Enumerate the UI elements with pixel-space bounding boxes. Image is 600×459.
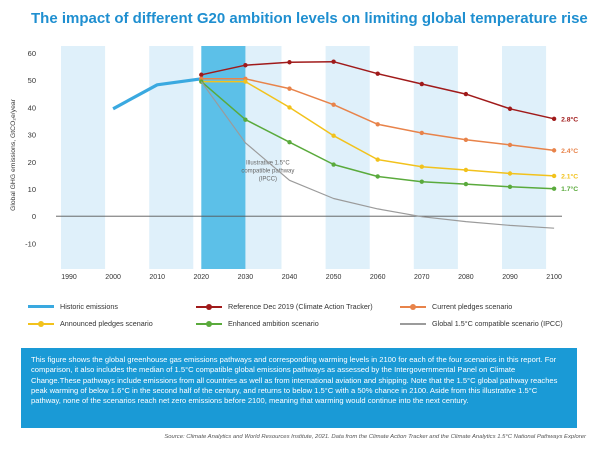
legend-swatch-current-pledges xyxy=(400,303,426,310)
data-point xyxy=(331,162,336,167)
series-line xyxy=(200,81,555,229)
x-tick-label: 2030 xyxy=(238,274,254,281)
data-point xyxy=(287,105,292,110)
data-point xyxy=(375,71,380,76)
legend-label-reference: Reference Dec 2019 (Climate Action Track… xyxy=(228,302,373,311)
data-point xyxy=(287,60,292,65)
y-tick-label: 40 xyxy=(28,103,36,112)
data-point xyxy=(375,174,380,179)
x-tick-label: 2080 xyxy=(458,274,474,281)
data-point xyxy=(463,137,469,142)
legend-label-current-pledges: Current pledges scenario xyxy=(432,302,513,311)
data-point xyxy=(507,184,513,190)
info-box: This figure shows the global greenhouse … xyxy=(21,348,577,428)
y-tick-label: 30 xyxy=(28,131,36,140)
data-point xyxy=(551,148,557,153)
annotation-text: (IPCC) xyxy=(259,177,277,183)
data-point xyxy=(507,171,513,176)
x-tick-label: 2060 xyxy=(370,274,386,281)
x-tick-label: 2090 xyxy=(502,274,518,281)
legend-swatch-announced-pledges xyxy=(28,320,54,327)
y-tick-label: 10 xyxy=(28,185,36,194)
legend-label-enhanced-ambition: Enhanced ambition scenario xyxy=(228,319,319,328)
data-point xyxy=(551,116,557,122)
y-tick-label: -10 xyxy=(25,239,36,248)
x-tick-label: 2050 xyxy=(326,274,342,281)
annotation-text: Illustrative 1.5°C xyxy=(246,161,290,167)
data-point xyxy=(243,63,248,68)
data-point xyxy=(375,157,380,162)
data-point xyxy=(331,59,336,64)
legend: Historic emissions Reference Dec 2019 (C… xyxy=(28,298,588,338)
data-point xyxy=(551,186,557,191)
data-point xyxy=(507,142,513,148)
end-label: 2.4°C xyxy=(561,147,578,155)
data-point xyxy=(287,86,292,91)
data-point xyxy=(331,102,336,107)
data-point xyxy=(419,81,424,87)
data-point xyxy=(243,117,248,122)
data-point xyxy=(375,122,380,127)
data-point xyxy=(199,72,204,77)
legend-item-ipcc: Global 1.5°C compatible scenario (IPCC) xyxy=(400,319,563,328)
highlight-band xyxy=(201,46,246,269)
y-tick-label: 0 xyxy=(32,212,36,221)
x-tick-label: 2100 xyxy=(546,274,562,281)
decade-band xyxy=(61,46,106,269)
chart-title: The impact of different G20 ambition lev… xyxy=(31,10,588,27)
source-note: Source: Climate Analytics and World Reso… xyxy=(164,434,586,440)
legend-item-reference: Reference Dec 2019 (Climate Action Track… xyxy=(196,302,373,311)
data-point xyxy=(243,79,248,84)
end-label: 2.8°C xyxy=(561,115,578,123)
decade-band xyxy=(413,46,458,269)
legend-swatch-enhanced-ambition xyxy=(196,320,222,327)
legend-label-ipcc: Global 1.5°C compatible scenario (IPCC) xyxy=(432,319,563,328)
data-point xyxy=(463,91,469,97)
data-point xyxy=(551,173,557,179)
x-tick-label: 2000 xyxy=(105,274,121,281)
data-point xyxy=(419,179,424,184)
decade-band xyxy=(502,46,547,269)
x-tick-label: 2020 xyxy=(194,274,210,281)
legend-item-announced-pledges: Announced pledges scenario xyxy=(28,319,153,328)
legend-item-current-pledges: Current pledges scenario xyxy=(400,302,512,311)
legend-label-announced-pledges: Announced pledges scenario xyxy=(60,319,153,328)
data-point xyxy=(507,106,513,111)
legend-swatch-reference xyxy=(196,303,222,310)
x-tick-label: 2010 xyxy=(149,274,165,281)
legend-swatch-historic xyxy=(28,305,54,308)
x-tick-label: 2070 xyxy=(414,274,430,281)
y-tick-label: 50 xyxy=(28,76,36,85)
y-tick-label: 20 xyxy=(28,158,36,167)
end-label: 1.7°C xyxy=(561,185,578,193)
legend-item-historic: Historic emissions xyxy=(28,302,118,311)
legend-item-enhanced-ambition: Enhanced ambition scenario xyxy=(196,319,319,328)
end-label: 2.1°C xyxy=(561,172,578,180)
legend-swatch-ipcc xyxy=(400,322,426,325)
data-point xyxy=(287,140,292,145)
y-axis-label: Global GHG emissions, GtCO₂e/year xyxy=(10,98,17,211)
x-tick-label: 1990 xyxy=(61,274,77,281)
data-point xyxy=(463,167,469,173)
y-tick-label: 60 xyxy=(28,49,36,58)
x-tick-label: 2040 xyxy=(282,274,298,281)
legend-label-historic: Historic emissions xyxy=(60,302,118,311)
data-point xyxy=(419,130,424,136)
data-point xyxy=(463,181,469,187)
decade-band xyxy=(325,46,370,269)
series-line xyxy=(112,77,202,111)
annotation-text: compatible pathway xyxy=(241,169,294,175)
data-point xyxy=(331,133,336,138)
data-point xyxy=(419,164,424,169)
